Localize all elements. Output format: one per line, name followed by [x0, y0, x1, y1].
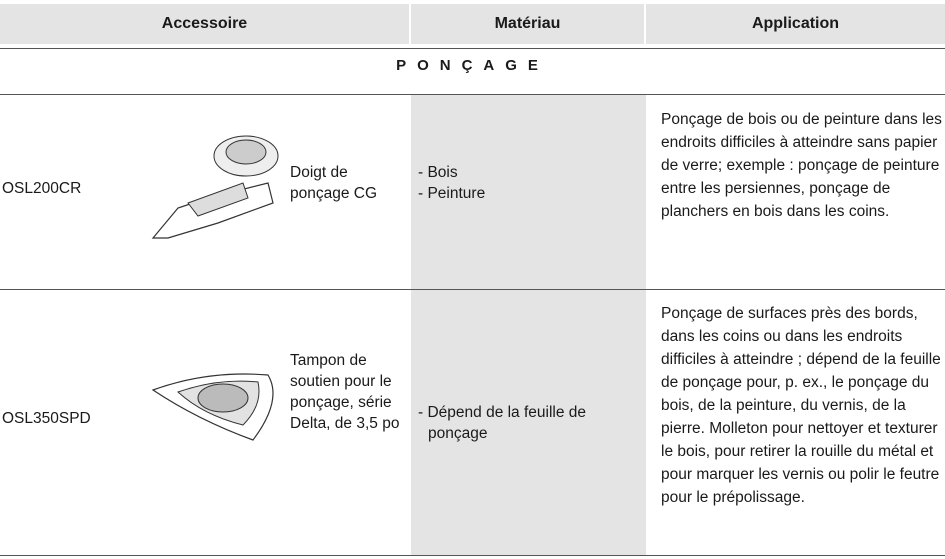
materials: Dépend de la feuille de ponçage — [418, 402, 638, 444]
application: Ponçage de surfaces près des bords, dans… — [661, 305, 941, 506]
materials: Bois Peinture — [418, 162, 638, 204]
code: OSL200CR — [2, 180, 82, 197]
rule — [0, 94, 945, 95]
product-image — [151, 135, 279, 239]
application: Ponçage de bois ou de peinture dans les … — [661, 111, 942, 220]
material: Bois — [418, 162, 638, 183]
product-image — [151, 373, 274, 441]
material: Dépend de la feuille de ponçage — [418, 402, 638, 444]
code: OSL350SPD — [2, 410, 91, 427]
header-cell: Accessoire — [0, 4, 409, 44]
material: Peinture — [418, 183, 638, 204]
rule — [0, 555, 945, 556]
header-cell: Matériau — [411, 4, 644, 44]
rule — [0, 289, 945, 290]
header-cell: Application — [646, 4, 945, 44]
accessory-name: Tampon de soutien pour le ponçage, série… — [290, 352, 400, 432]
rule — [0, 48, 945, 49]
accessory-name: Doigt de ponçage CG — [290, 164, 378, 202]
section-title: PONÇAGE — [396, 57, 549, 74]
